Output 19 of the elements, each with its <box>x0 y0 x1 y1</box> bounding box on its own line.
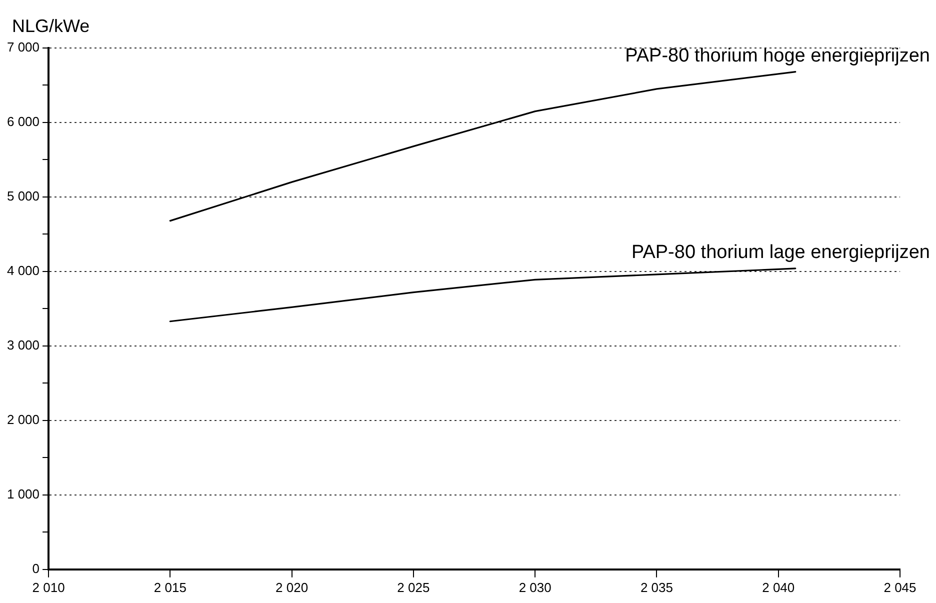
y-tick-label: 1 000 <box>6 486 40 502</box>
x-tick-label: 2 025 <box>397 580 430 595</box>
x-tick-label: 2 020 <box>276 580 308 595</box>
y-tick-label: 5 000 <box>6 188 40 204</box>
x-tick-label: 2 030 <box>518 580 552 595</box>
y-tick-label: 4 000 <box>6 263 40 278</box>
y-tick-label: 6 000 <box>6 114 40 130</box>
y-tick-label: 7 000 <box>6 40 40 55</box>
series-label: PAP-80 thorium hoge energieprijzen <box>625 46 930 67</box>
y-tick-label: 3 000 <box>6 338 40 353</box>
x-tick-label: 2 045 <box>884 580 916 595</box>
x-tick-label: 2 010 <box>32 580 65 595</box>
x-tick-label: 2 035 <box>640 580 673 595</box>
series-label: PAP-80 thorium lage energieprijzen <box>631 242 930 264</box>
y-tick-label: 0 <box>32 560 40 576</box>
y-axis-title: NLG/kWe <box>12 16 90 36</box>
x-tick-label: 2 040 <box>762 580 795 595</box>
x-tick-label: 2 015 <box>154 580 186 595</box>
y-tick-label: 2 000 <box>6 412 40 428</box>
